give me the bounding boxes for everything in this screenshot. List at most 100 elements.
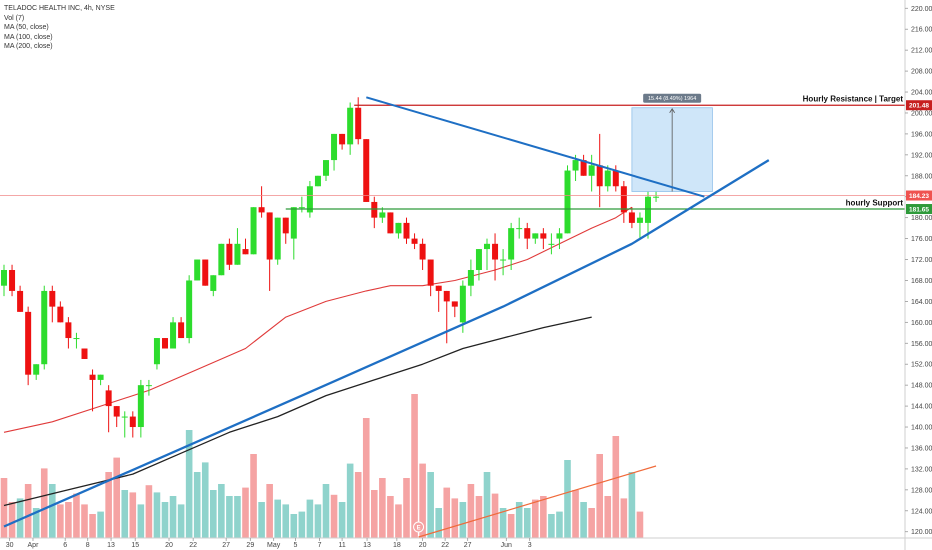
legend-ma200: MA (200, close) [4,43,53,50]
volume-bar [572,490,579,538]
volume-bar [467,484,475,538]
measure-label-box [643,93,702,103]
volume-bar [57,504,64,538]
x-tick-label: 27 [222,542,230,549]
x-tick-label: 20 [419,542,427,549]
support-price-tag: 181.65 [909,206,929,213]
resistance-label: Hourly Resistance | Target [803,95,904,104]
candles [1,97,660,438]
candle-body [113,406,120,417]
x-tick-label: 5 [293,542,297,549]
candle-body [331,133,338,161]
candle-body [105,390,112,407]
y-tick-label: 204.00 [911,90,932,97]
candle-body [475,249,482,270]
volume-bar [523,508,531,538]
volume-bar [379,478,386,538]
y-tick-label: 124.00 [911,508,932,515]
volume-bar [459,502,467,538]
volume-bar [226,496,233,538]
candle-body [290,207,297,239]
candle-body [419,243,426,260]
candle-body [1,270,7,286]
candle-body [596,165,603,187]
volume-bar [604,496,612,538]
volume-bar [338,502,346,538]
candle-body [435,285,442,291]
candle-body [339,133,346,145]
y-tick-label: 140.00 [911,425,932,432]
x-tick-label: 3 [528,542,532,549]
volume-bar [129,492,137,538]
x-tick-label: 22 [441,542,449,549]
candle-body [580,160,587,176]
candle-body [258,207,265,213]
y-tick-label: 156.00 [911,341,932,348]
current-price-tag: 184.23 [909,193,929,200]
candle-body [459,285,466,323]
candle-body [620,186,627,213]
y-tick-label: 160.00 [911,320,932,327]
volume-bar [242,487,249,538]
volume-bar [169,496,177,538]
x-tick-label: 20 [165,542,173,549]
candle-body [371,201,378,218]
candle-body [250,207,257,255]
candle-body [492,243,499,260]
volume-bar [0,478,8,538]
y-tick-label: 168.00 [911,278,932,285]
support-label: hourly Support [846,199,904,208]
volume-bar [427,472,434,538]
y-tick-label: 144.00 [911,404,932,411]
candle-body [73,338,80,340]
x-tick-label: 6 [63,542,67,549]
volume-bar [234,496,241,538]
volume-bar [81,504,88,538]
volume-bar [620,498,628,538]
volume-bars: E [0,394,657,538]
candle-body [25,311,32,375]
y-tick-label: 188.00 [911,173,932,180]
candle-body [355,107,362,140]
volume-bar [89,514,96,538]
descending-trendline [366,96,705,198]
candle-body [153,338,160,365]
candle-body [379,212,386,218]
volume-bar [193,472,201,538]
y-tick-label: 128.00 [911,487,932,494]
candle-body [612,170,619,187]
volume-bar [32,508,40,538]
candle-body [145,385,152,387]
candle-body [218,243,225,276]
legend-ma50: MA (50, close) [4,24,49,31]
volume-bar [628,472,636,538]
candle-body [451,301,458,307]
legend-ma100: MA (100, close) [4,33,53,41]
candle-body [484,243,490,250]
volume-bar [371,490,378,538]
volume-bar [40,468,48,538]
candle-body [363,139,370,202]
volume-bar [105,472,112,538]
legend-title: TELADOC HEALTH INC, 4h, NYSE [4,5,115,12]
volume-bar [483,472,491,538]
y-tick-label: 196.00 [911,131,932,138]
volume-bar [612,436,620,538]
x-tick-label: 22 [189,542,197,549]
candle-body [274,217,281,260]
y-tick-label: 176.00 [911,236,932,243]
volume-bar [290,514,298,538]
candle-body [323,160,329,176]
legend-volume: Vol (7) [4,14,25,22]
candle-body [49,290,56,307]
candle-body [65,322,72,339]
earnings-event-icon [413,521,425,533]
candle-body [242,249,249,255]
x-tick-label: 13 [363,542,371,549]
y-tick-label: 180.00 [911,215,932,222]
candle-body [467,270,474,286]
y-tick-label: 120.00 [911,529,932,536]
candle-body [306,186,313,213]
candle-body [33,364,40,375]
